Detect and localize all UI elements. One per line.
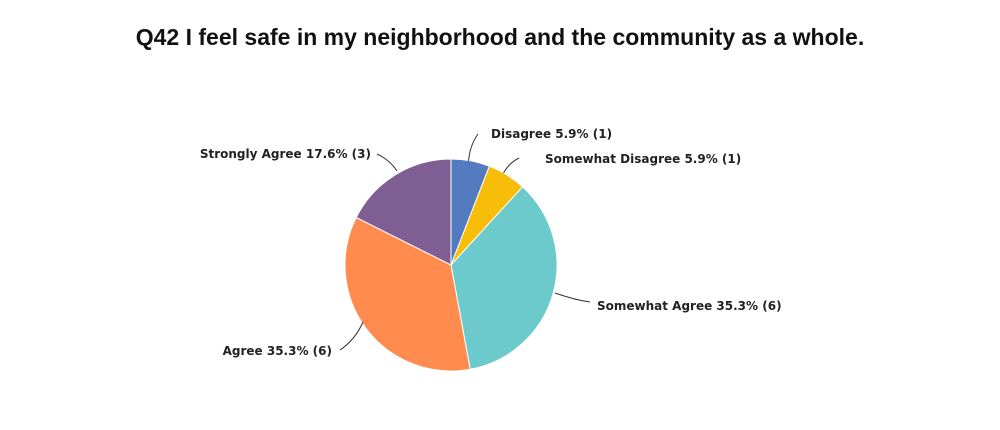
- slice-label-agree: Agree 35.3% (6): [223, 344, 332, 358]
- pie-slice-strongly-agree: [355, 158, 452, 266]
- leader-line-strongly-agree: [376, 153, 398, 172]
- leader-line-disagree: [468, 133, 479, 162]
- pie-slice-somewhat-agree: [450, 186, 558, 370]
- slice-label-strongly-agree: Strongly Agree 17.6% (3): [200, 147, 371, 161]
- leader-line-agree: [339, 321, 364, 351]
- leader-line-somewhat-disagree: [503, 157, 520, 174]
- pie-slice-agree: [344, 216, 471, 372]
- slice-label-disagree: Disagree 5.9% (1): [491, 127, 612, 141]
- pie-slices: [344, 158, 558, 372]
- pie-labels: Disagree 5.9% (1) Somewhat Disagree 5.9% …: [200, 127, 782, 358]
- slice-label-somewhat-disagree: Somewhat Disagree 5.9% (1): [545, 152, 741, 166]
- slice-label-somewhat-agree: Somewhat Agree 35.3% (6): [597, 299, 782, 313]
- leader-line-somewhat-agree: [554, 292, 591, 303]
- chart-title: Q42 I feel safe in my neighborhood and t…: [135, 24, 865, 50]
- pie-leader-lines: [339, 133, 591, 351]
